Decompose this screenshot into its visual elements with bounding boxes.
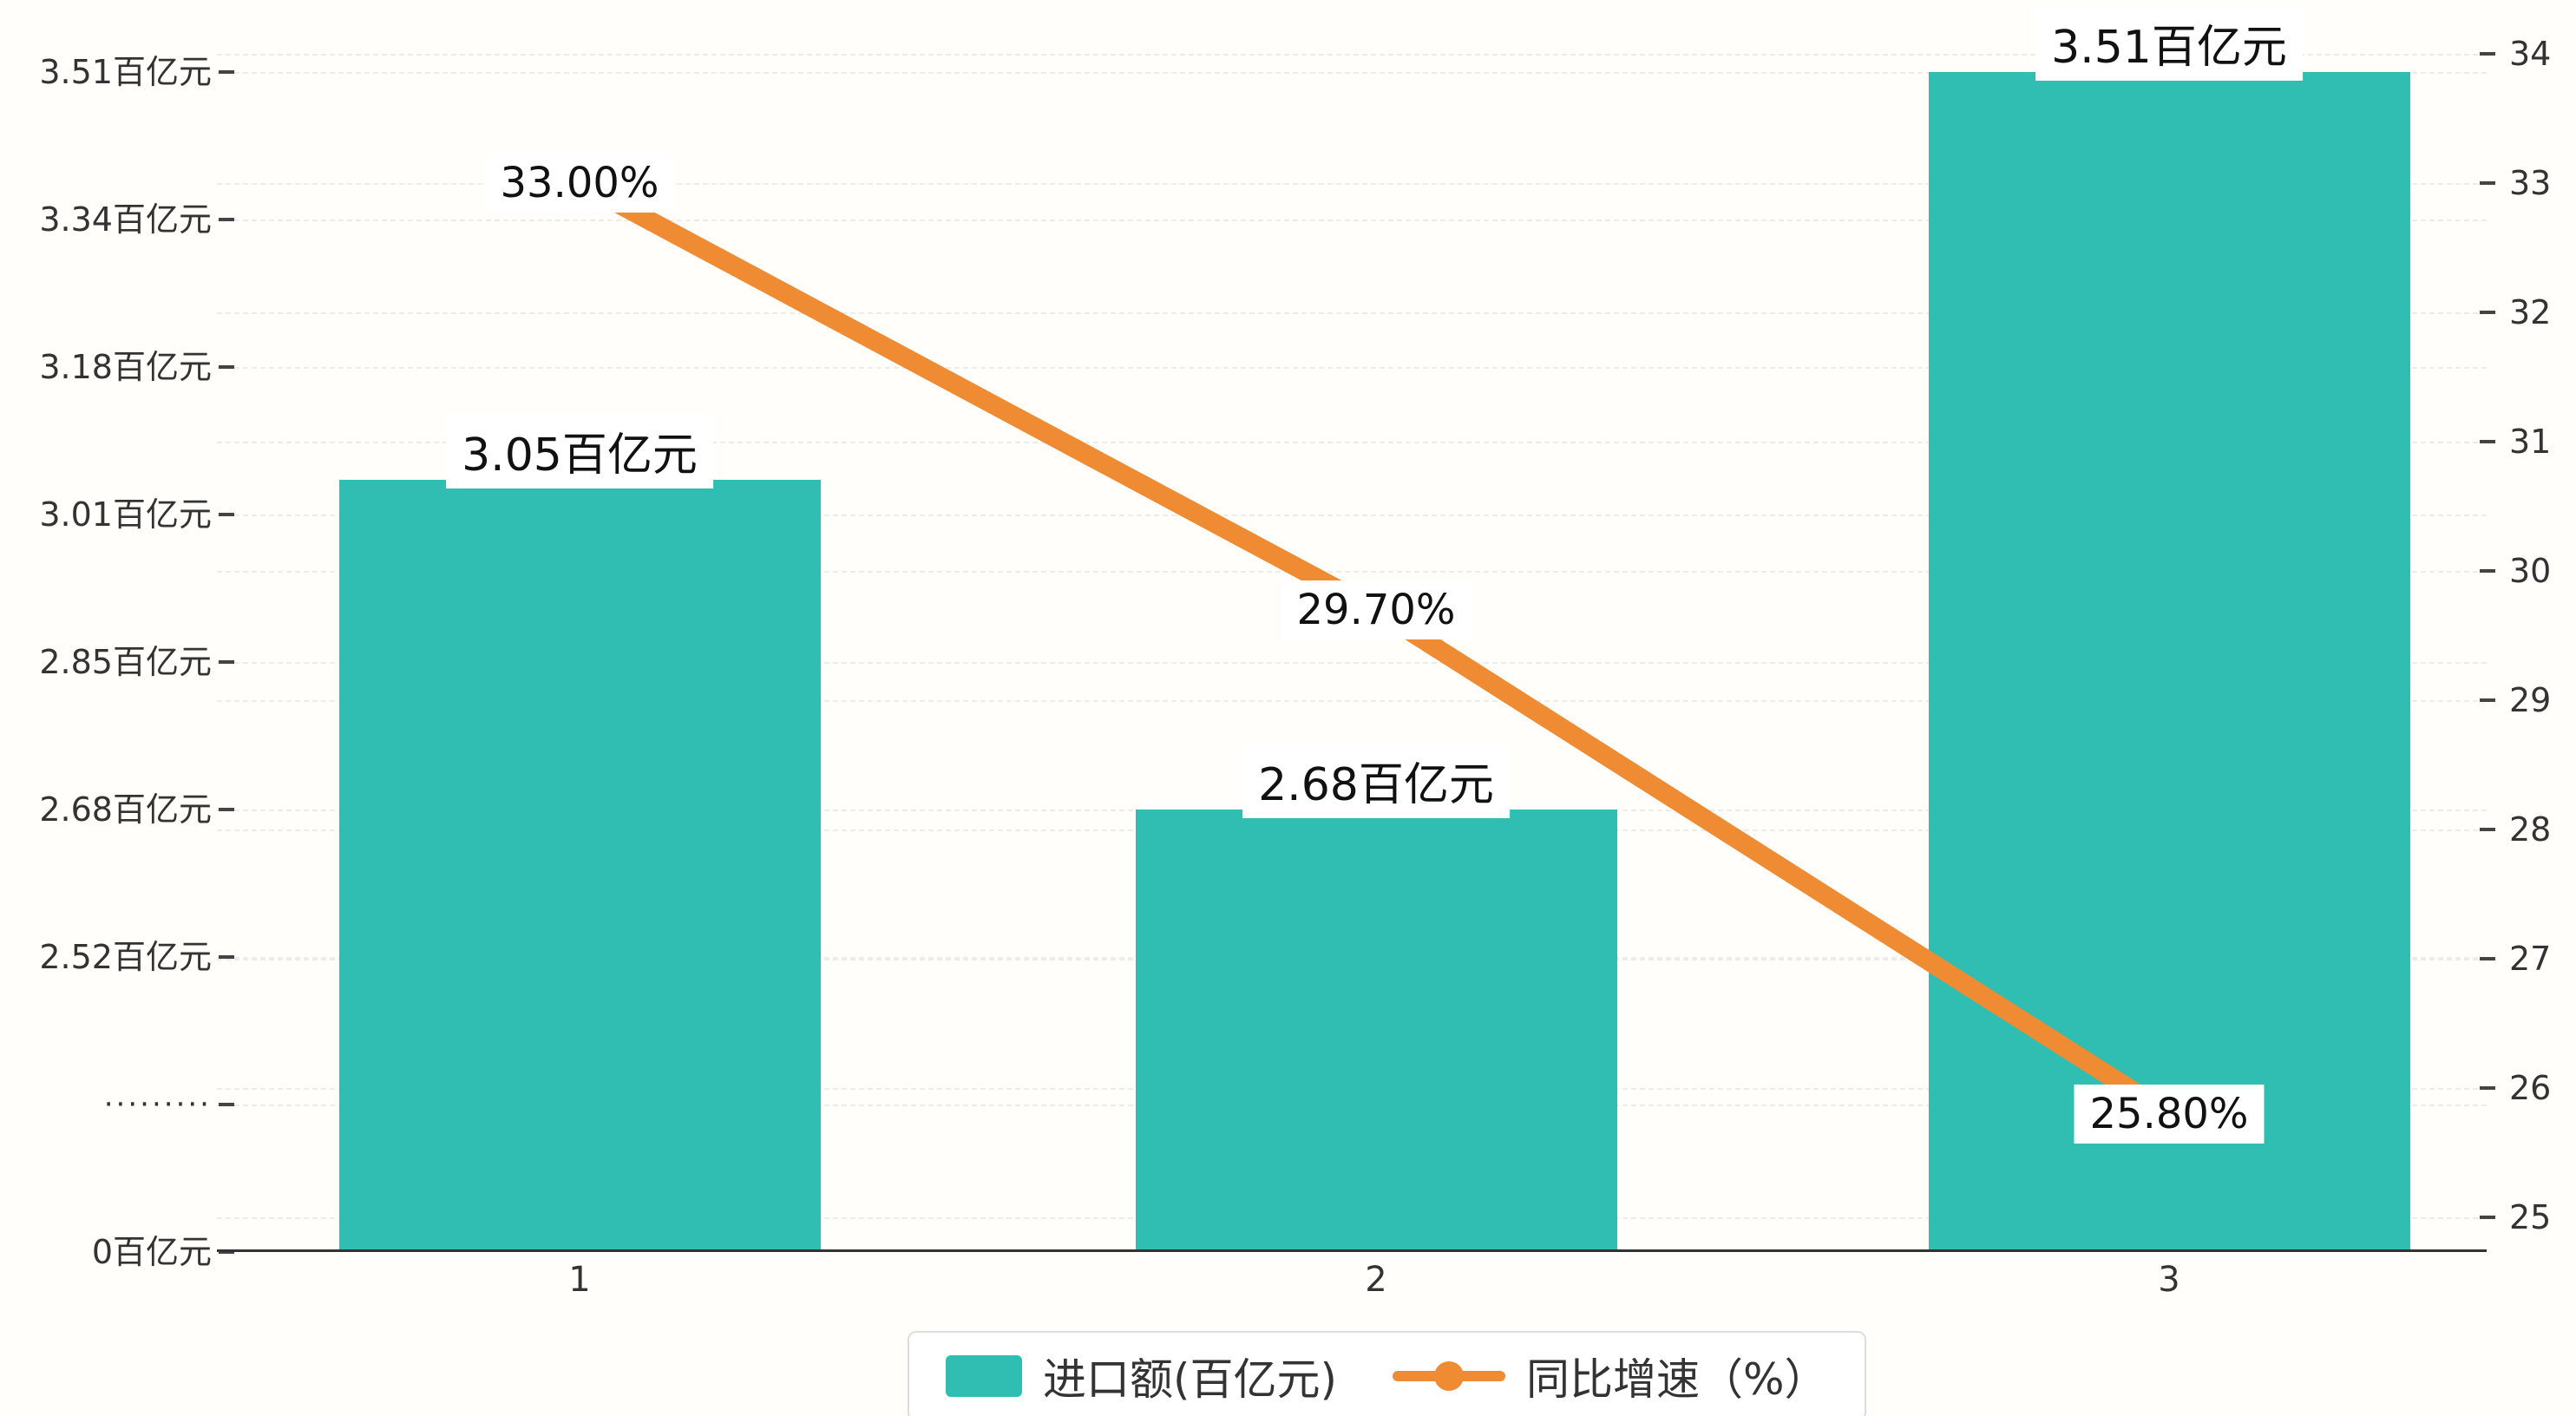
right-axis-tick <box>2480 181 2495 185</box>
left-axis-tick <box>219 218 234 221</box>
x-axis-line <box>217 1249 2487 1252</box>
left-axis-tick <box>219 70 234 74</box>
bar-value-label: 3.05百亿元 <box>446 413 713 488</box>
left-axis-tick-label: 3.01百亿元 <box>39 495 212 534</box>
legend-line-swatch-icon <box>1393 1361 1506 1391</box>
left-axis-tick-label: 2.85百亿元 <box>39 643 212 681</box>
right-axis-tick <box>2480 1086 2495 1090</box>
right-axis-tick <box>2480 828 2495 831</box>
left-axis-tick <box>219 1103 234 1106</box>
right-axis-tick-label: 28 <box>2509 810 2552 849</box>
left-axis-tick-label: 3.18百亿元 <box>39 348 212 386</box>
bar[interactable] <box>338 480 821 1249</box>
left-axis-tick-label: 3.51百亿元 <box>39 53 212 91</box>
right-axis-tick-label: 27 <box>2509 940 2552 978</box>
right-axis-tick <box>2480 569 2495 573</box>
left-axis-tick <box>219 513 234 516</box>
right-axis-tick <box>2480 957 2495 960</box>
category-label: 2 <box>1365 1260 1387 1300</box>
left-axis-tick-label: 0百亿元 <box>91 1233 212 1271</box>
right-axis-tick <box>2480 698 2495 702</box>
right-axis-tick-label: 30 <box>2509 552 2552 590</box>
left-axis-tick <box>219 1250 234 1254</box>
right-axis-tick-label: 26 <box>2509 1069 2552 1107</box>
legend-label-imports: 进口额(百亿元) <box>1043 1354 1338 1405</box>
growth-point-label: 29.70% <box>1281 580 1472 639</box>
right-axis-tick-label: 34 <box>2509 35 2552 73</box>
left-axis-tick <box>219 660 234 664</box>
left-axis-tick <box>219 365 234 369</box>
right-axis-tick-label: 31 <box>2509 423 2552 461</box>
bar[interactable] <box>1135 810 1617 1249</box>
left-axis-tick-label: 2.52百亿元 <box>39 938 212 976</box>
right-axis-tick <box>2480 1216 2495 1219</box>
legend-item-imports[interactable]: 进口额(百亿元) <box>946 1345 1337 1407</box>
legend-label-growth: 同比增速（%） <box>1526 1354 1828 1405</box>
legend-line-dot-icon <box>1434 1361 1465 1391</box>
left-axis-break: ········· <box>103 1087 212 1122</box>
growth-point-label: 33.00% <box>484 154 675 213</box>
grid-line <box>217 72 2487 74</box>
bar-value-label: 3.51百亿元 <box>2035 5 2303 81</box>
right-axis-tick <box>2480 311 2495 314</box>
right-axis-tick-label: 32 <box>2509 293 2552 331</box>
left-axis-tick <box>219 955 234 959</box>
right-axis-tick-label: 33 <box>2509 164 2552 202</box>
grid-line <box>217 54 2487 56</box>
left-axis-tick-label: 3.34百亿元 <box>39 200 212 239</box>
right-axis-tick <box>2480 52 2495 56</box>
legend-bar-swatch-icon <box>946 1355 1022 1397</box>
right-axis-tick-label: 29 <box>2509 681 2552 719</box>
left-axis-tick-label: 2.68百亿元 <box>39 790 212 829</box>
bar-value-label: 2.68百亿元 <box>1242 743 1510 818</box>
growth-point-label: 25.80% <box>2074 1084 2265 1144</box>
right-axis-tick <box>2480 440 2495 443</box>
category-label: 1 <box>568 1260 591 1300</box>
right-axis-tick-label: 25 <box>2509 1198 2552 1236</box>
legend: 进口额(百亿元) 同比增速（%） <box>908 1331 1866 1416</box>
left-axis-tick <box>219 808 234 811</box>
legend-item-growth[interactable]: 同比增速（%） <box>1393 1345 1828 1407</box>
bar[interactable] <box>1928 72 2410 1249</box>
category-label: 3 <box>2158 1260 2180 1300</box>
